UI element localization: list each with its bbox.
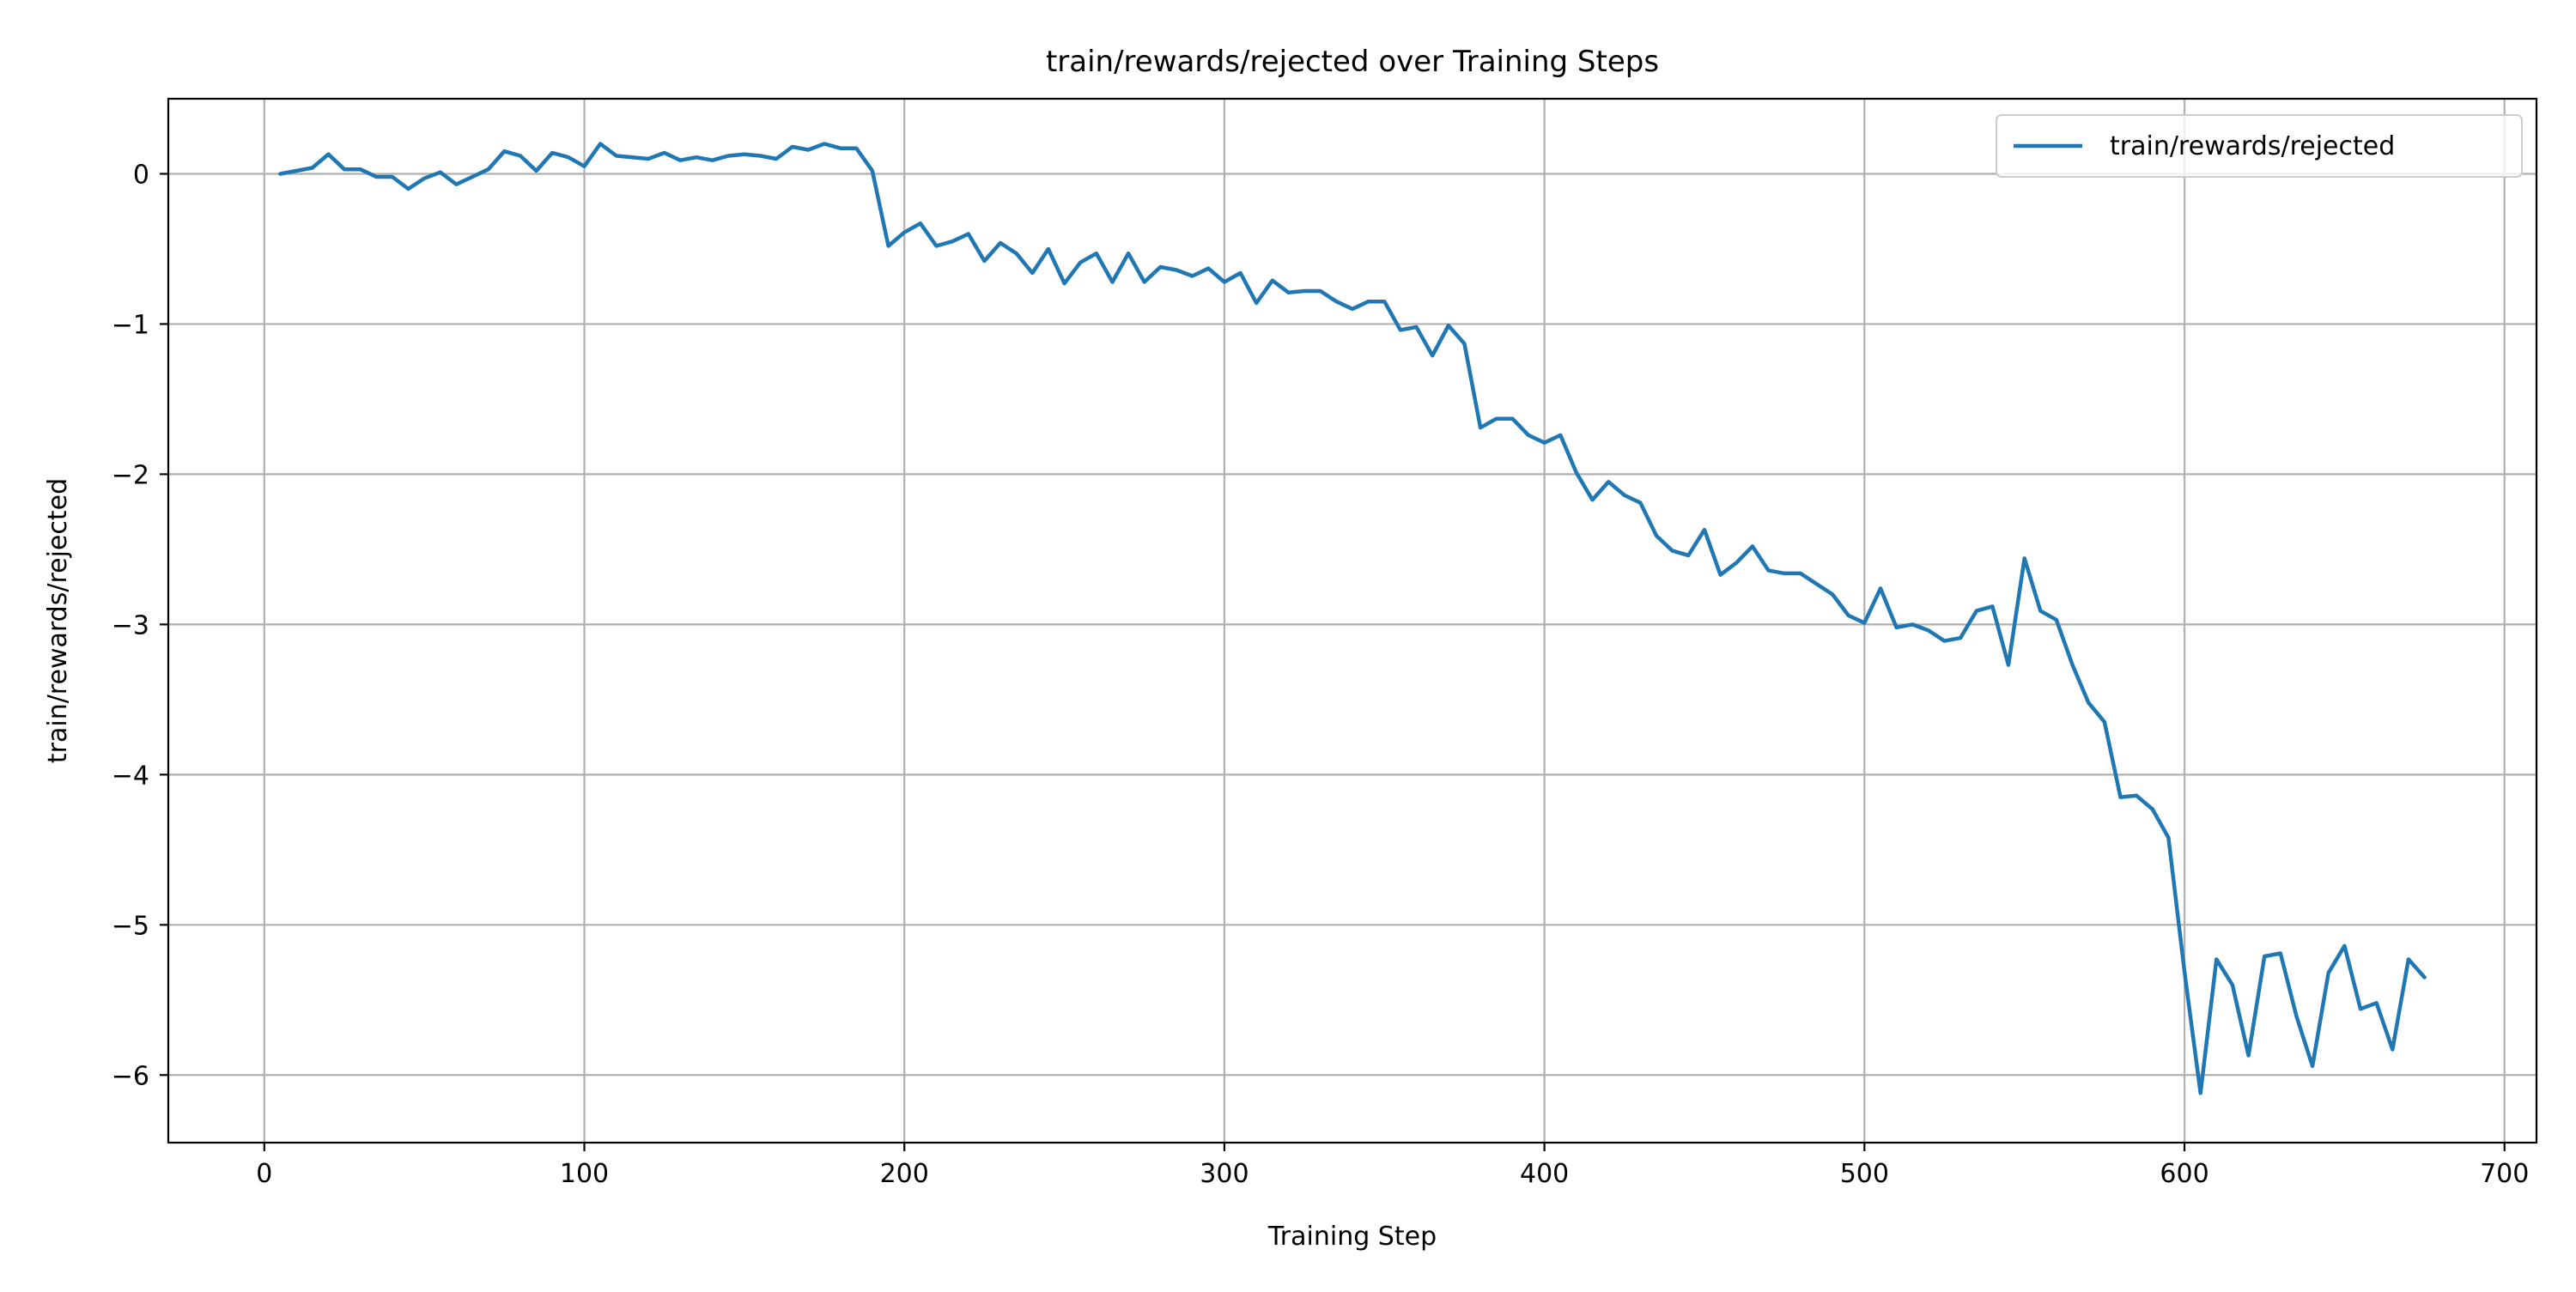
x-tick-label: 500 bbox=[1840, 1159, 1889, 1189]
plot-frame bbox=[167, 97, 2538, 1144]
x-tick-label: 600 bbox=[2160, 1159, 2208, 1189]
y-tick-label: −5 bbox=[112, 911, 149, 941]
x-tick-label: 0 bbox=[256, 1159, 272, 1189]
axis-ticks: 0 100 200 300 400 500 600 700 0 −1 −2 −3 −4 −5 −6 bbox=[112, 160, 2530, 1189]
series-line bbox=[278, 142, 2427, 1095]
legend-label: train/rewards/rejected bbox=[2110, 131, 2395, 161]
x-tick-label: 200 bbox=[880, 1159, 929, 1189]
y-tick-label: −1 bbox=[112, 310, 149, 340]
legend-box bbox=[1996, 114, 2523, 178]
y-axis-label: train/rewards/rejected bbox=[43, 478, 73, 763]
series-layer bbox=[278, 142, 2427, 1095]
x-tick-label: 700 bbox=[2480, 1159, 2529, 1189]
x-tick-label: 100 bbox=[560, 1159, 609, 1189]
chart-title: train/rewards/rejected over Training Ste… bbox=[1046, 45, 1659, 79]
y-tick-label: −3 bbox=[112, 610, 149, 640]
x-axis-label: Training Step bbox=[1267, 1222, 1437, 1252]
y-tick-label: −4 bbox=[112, 761, 149, 791]
x-tick-label: 300 bbox=[1200, 1159, 1249, 1189]
x-tick-label: 400 bbox=[1520, 1159, 1569, 1189]
y-tick-label: 0 bbox=[133, 160, 149, 190]
y-tick-label: −6 bbox=[112, 1061, 149, 1091]
y-tick-label: −2 bbox=[112, 460, 149, 490]
legend: train/rewards/rejected bbox=[1996, 114, 2523, 178]
